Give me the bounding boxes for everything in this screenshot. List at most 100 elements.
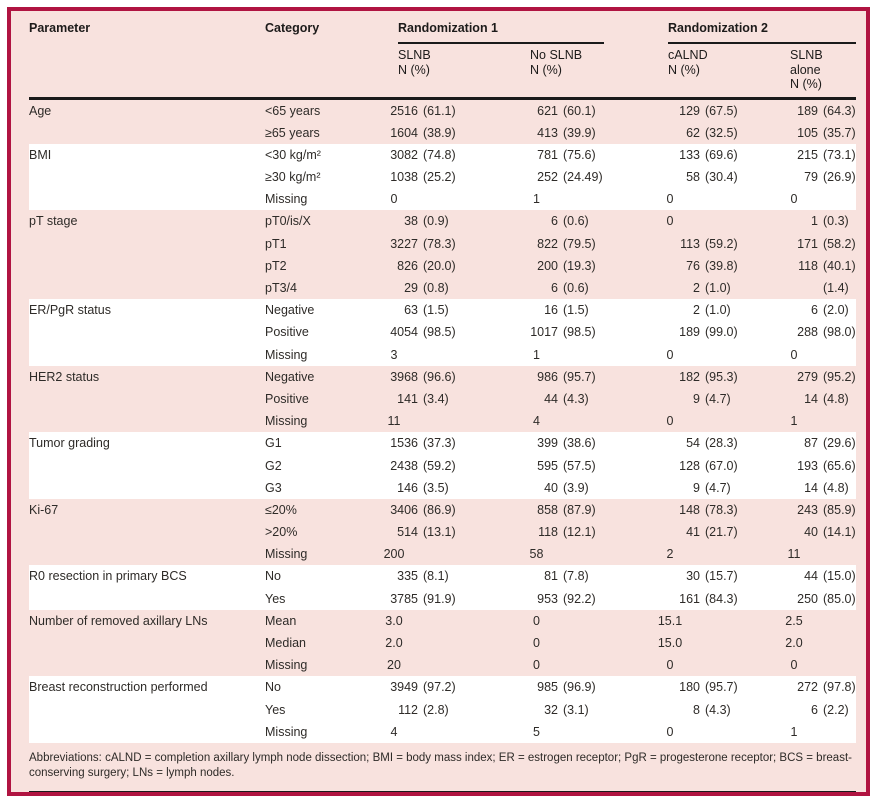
value-cell: 0: [790, 347, 798, 362]
value-cell: 113 (59.2): [680, 236, 738, 251]
table-content: Parameter Category Randomization 1 Rando…: [29, 11, 856, 796]
value-cell: 0: [666, 214, 674, 229]
parameter-cell: [29, 632, 265, 654]
parameter-cell: [29, 233, 265, 255]
category-cell: Median: [265, 636, 306, 650]
parameter-cell: [29, 699, 265, 721]
value-cell: 413 (39.9): [537, 125, 596, 140]
value-cell: 3: [390, 347, 398, 362]
value-cell: 0: [666, 347, 674, 362]
category-cell: >20%: [265, 525, 298, 540]
value-cell: 279 (95.2): [797, 369, 856, 384]
value-cell: 58: [529, 547, 544, 562]
parameter-cell: [29, 654, 265, 676]
parameter-cell: [29, 255, 265, 277]
table-row: HER2 status Negative 3968 (96.6) 986 (95.7) 18…: [29, 366, 856, 388]
column-header-slnb: SLNB N (%): [398, 48, 431, 77]
value-cell: 112 (2.8): [398, 702, 449, 717]
table-row: pT1 3227 (78.3) 822 (79.5) 113 (59.2) 171 (58.2): [29, 233, 856, 255]
value-cell: 1604 (38.9): [390, 125, 456, 140]
value-cell: 250 (85.0): [797, 591, 856, 606]
table-row: pT2 826 (20.0) 200 (19.3) 76 (39.8) 118 (40.1): [29, 255, 856, 277]
value-cell: 0: [533, 613, 540, 628]
value-cell: 148 (78.3): [679, 502, 738, 517]
table-row: pT stage pT0/is/X 38 (0.9) 6 (0.6) 0 1 (0.3): [29, 210, 856, 232]
group-title-randomization-1: Randomization 1: [398, 21, 604, 44]
parameter-cell: [29, 166, 265, 188]
value-cell: 129 (67.5): [679, 103, 738, 118]
value-cell: 41 (21.7): [686, 525, 738, 540]
value-cell: 781 (75.6): [537, 147, 596, 162]
value-cell: 15.0: [657, 636, 683, 650]
value-cell: 6 (2.0): [811, 303, 849, 318]
abbreviations-note: Abbreviations: cALND = completion axilla…: [29, 751, 852, 780]
table-row: Positive 141 (3.4) 44 (4.3) 9 (4.7) 14 (4.8): [29, 388, 856, 410]
table-row: >20% 514 (13.1) 118 (12.1) 41 (21.7) 40 (14.1): [29, 521, 856, 543]
category-cell: Negative: [265, 369, 315, 384]
value-cell: 215 (73.1): [797, 147, 856, 162]
value-cell: 3227 (78.3): [390, 236, 456, 251]
category-cell: Missing: [265, 724, 308, 739]
value-cell: 30 (15.7): [686, 569, 738, 584]
table-row: Positive 4054 (98.5) 1017 (98.5) 189 (99.0) 288…: [29, 321, 856, 344]
table-row: Missing 200 58 2 11: [29, 543, 856, 565]
value-cell: 189 (99.0): [679, 325, 738, 340]
table-figure-frame: Parameter Category Randomization 1 Rando…: [7, 7, 870, 796]
category-cell: <65 years: [265, 103, 321, 118]
value-cell: 2516 (61.1): [390, 103, 456, 118]
parameter-cell: [29, 277, 265, 299]
category-cell: No: [265, 680, 281, 695]
category-cell: <30 kg/m²: [265, 147, 321, 162]
column-header-slnb-alone: SLNB alone N (%): [790, 48, 823, 91]
table-caption: Table 1: Patient and tumor characteristi…: [29, 793, 856, 796]
value-cell: 2: [666, 547, 674, 562]
value-cell: 243 (85.9): [797, 502, 856, 517]
category-cell: ≥65 years: [265, 125, 320, 140]
parameter-cell: [29, 388, 265, 410]
value-cell: 2 (1.0): [693, 281, 731, 295]
value-cell: 40 (14.1): [804, 525, 856, 540]
value-cell: 32 (3.1): [544, 702, 589, 717]
value-cell: 8 (4.3): [693, 702, 731, 717]
value-cell: 118 (12.1): [538, 525, 596, 540]
table-row: Missing 20 0 0 0: [29, 654, 856, 676]
table-row: BMI <30 kg/m² 3082 (74.8) 781 (75.6) 133 (69.6)…: [29, 143, 856, 167]
value-cell: 9 (4.7): [693, 480, 731, 495]
column-header-calnd: cALND N (%): [668, 48, 708, 77]
value-cell: 58 (30.4): [686, 170, 738, 185]
value-cell: 3785 (91.9): [390, 591, 456, 606]
table-row: Yes 112 (2.8) 32 (3.1) 8 (4.3) 6 (2.2): [29, 698, 856, 721]
value-cell: 3406 (86.9): [390, 502, 456, 517]
table-row: Age <65 years 2516 (61.1) 621 (60.1) 129 (67.5)…: [29, 100, 856, 122]
table-row: Ki-67 ≤20% 3406 (86.9) 858 (87.9) 148 (78.3) 243…: [29, 499, 856, 521]
value-cell: 1: [533, 347, 540, 362]
caption-divider-rule: [29, 790, 856, 792]
value-cell: 9 (4.7): [693, 391, 731, 406]
parameter-cell: [29, 188, 265, 210]
parameter-cell: Tumor grading: [29, 436, 110, 451]
value-cell: 11: [787, 547, 801, 562]
value-cell: 822 (79.5): [537, 236, 596, 251]
value-cell: 1017 (98.5): [530, 325, 596, 340]
value-cell: 288 (98.0): [797, 325, 856, 340]
value-cell: 1 (0.3): [811, 214, 849, 229]
value-cell: 335 (8.1): [397, 569, 449, 584]
value-cell: 0: [533, 658, 540, 673]
table-row: Yes 3785 (91.9) 953 (92.2) 161 (84.3) 250 (85.0): [29, 587, 856, 610]
parameter-cell: [29, 321, 265, 343]
table-row: G3 146 (3.5) 40 (3.9) 9 (4.7) 14 (4.8): [29, 476, 856, 499]
table-row: R0 resection in primary BCS No 335 (8.1) 81(…: [29, 565, 856, 588]
header-divider-rule: [29, 96, 856, 100]
table-row: Missing 4 5 0 1: [29, 720, 856, 743]
value-cell: 38 (0.9): [404, 214, 449, 229]
parameter-cell: [29, 721, 265, 743]
value-cell: 200 (19.3): [537, 258, 596, 273]
category-cell: G1: [265, 436, 282, 451]
value-cell: 4: [390, 724, 398, 739]
column-group-randomization-2: Randomization 2: [668, 21, 856, 44]
value-cell: 0: [666, 724, 674, 739]
category-cell: ≤20%: [265, 502, 297, 517]
value-cell: 79 (26.9): [804, 170, 856, 185]
value-cell: 4: [533, 414, 540, 429]
value-cell: 3.0: [385, 613, 403, 628]
